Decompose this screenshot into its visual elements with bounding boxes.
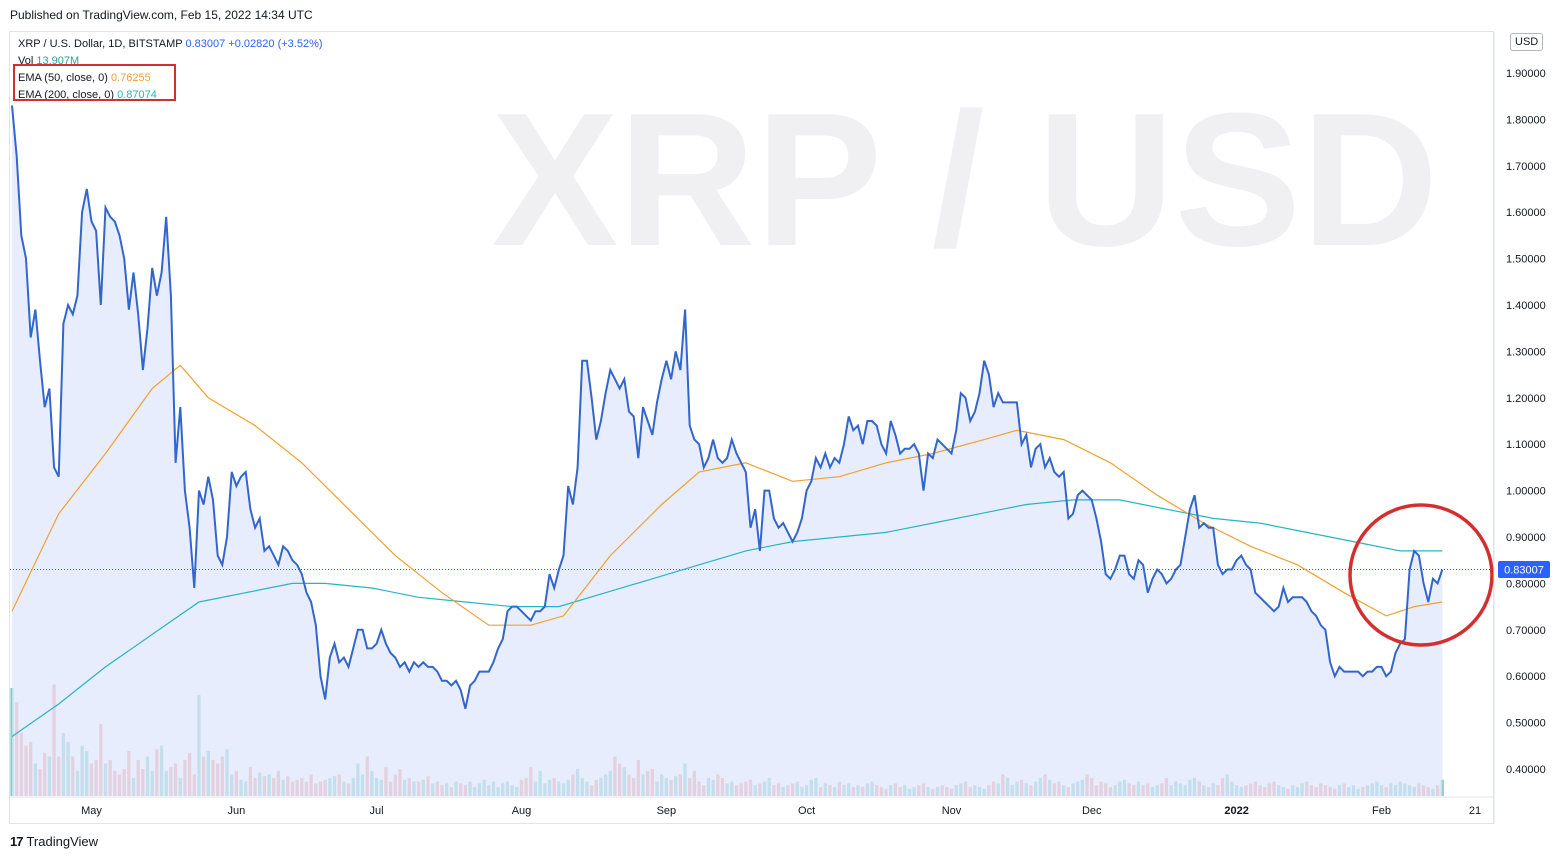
published-caption: Published on TradingView.com, Feb 15, 20… <box>10 8 313 22</box>
y-tick-label: 1.00000 <box>1506 486 1546 498</box>
y-tick-label: 0.40000 <box>1506 764 1546 776</box>
last-price-tag: 0.83007 <box>1498 560 1550 578</box>
watermark: XRP / USD <box>492 74 1439 286</box>
y-tick-label: 0.90000 <box>1506 532 1546 544</box>
x-tick-label: Jun <box>227 805 245 817</box>
tradingview-logo-icon: 17 <box>10 834 24 849</box>
y-tick-label: 1.30000 <box>1506 346 1546 358</box>
x-tick-label: Sep <box>657 805 677 817</box>
x-tick-label: Dec <box>1082 805 1102 817</box>
ema50-line <box>11 364 1443 626</box>
price-axis[interactable]: 0.40000 0.50000 0.60000 0.70000 0.80000 0.900… <box>1493 32 1546 824</box>
ema-highlight-box <box>13 64 176 101</box>
ema50-label[interactable]: EMA (50, close, 0) <box>18 72 108 84</box>
highlight-circle <box>1348 503 1494 647</box>
price-line <box>11 105 1444 709</box>
x-tick-label: Nov <box>942 805 962 817</box>
symbol-title[interactable]: XRP / U.S. Dollar, 1D, BITSTAMP <box>18 38 183 50</box>
x-tick-label: 21 <box>1469 805 1481 817</box>
last-price-label: 0.83007 <box>1504 564 1544 576</box>
y-tick-label: 1.90000 <box>1506 68 1546 80</box>
y-tick-label: 1.50000 <box>1506 254 1546 266</box>
y-tick-label: 1.20000 <box>1506 393 1546 405</box>
x-tick-label: May <box>81 805 102 817</box>
y-tick-label: 0.80000 <box>1506 578 1546 590</box>
x-tick-label: Oct <box>798 805 815 817</box>
y-tick-label: 0.70000 <box>1506 625 1546 637</box>
x-tick-label: Feb <box>1372 805 1391 817</box>
ema200-line <box>11 499 1443 737</box>
ema200-label[interactable]: EMA (200, close, 0) <box>18 89 114 101</box>
legend-ema200-row: EMA (200, close, 0) 0.87074 <box>18 87 323 104</box>
ema50-value: 0.76255 <box>110 72 151 84</box>
last-price: 0.83007 <box>185 38 226 50</box>
x-tick-label: Aug <box>512 805 532 817</box>
y-tick-label: 0.50000 <box>1506 718 1546 730</box>
chart-legend: XRP / U.S. Dollar, 1D, BITSTAMP 0.83007 … <box>18 36 323 104</box>
price-change: +0.02820 (+3.52%) <box>228 38 323 50</box>
currency-button[interactable]: USD <box>1510 33 1544 51</box>
ema200-value: 0.87074 <box>117 89 157 101</box>
x-tick-label: Jul <box>370 805 384 817</box>
time-axis[interactable]: May Jun Jul Aug Sep Oct Nov Dec 2022 Feb 21 <box>10 796 1494 817</box>
x-tick-label: 2022 <box>1224 805 1248 817</box>
y-tick-label: 0.60000 <box>1506 671 1546 683</box>
y-tick-label: 1.70000 <box>1506 161 1546 173</box>
legend-ema50-row: EMA (50, close, 0) 0.76255 <box>18 70 323 87</box>
brand-name: TradingView <box>26 834 99 849</box>
legend-symbol-row: XRP / U.S. Dollar, 1D, BITSTAMP 0.83007 … <box>18 36 323 53</box>
y-tick-label: 1.60000 <box>1506 207 1546 219</box>
y-tick-label: 1.40000 <box>1506 300 1546 312</box>
price-area-fill <box>12 105 1443 796</box>
y-tick-label: 1.10000 <box>1506 439 1546 451</box>
footer: 17 TradingView <box>10 834 98 849</box>
y-tick-label: 1.80000 <box>1506 114 1546 126</box>
